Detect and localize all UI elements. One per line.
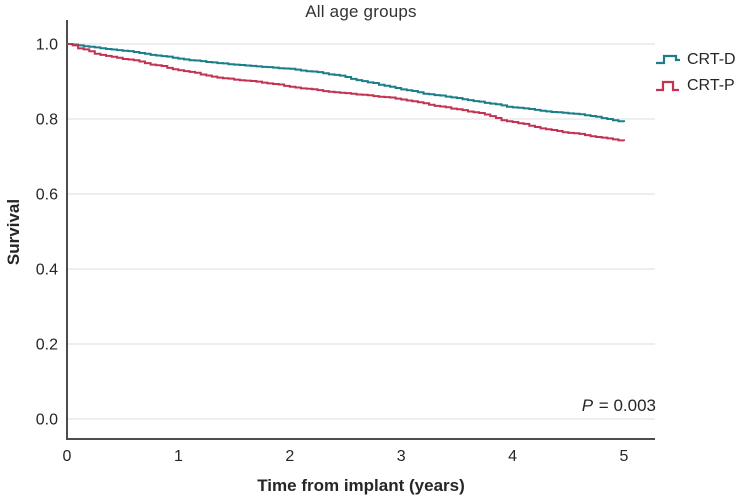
legend-label-crt-p: CRT-P <box>687 76 735 94</box>
x-tick-label-3: 3 <box>397 448 406 465</box>
p-value-annotation: P = 0.003 <box>582 396 656 416</box>
legend: CRT-D CRT-P <box>655 50 736 95</box>
chart-title: All age groups <box>305 2 417 21</box>
crt-d-step-line-icon <box>656 54 680 65</box>
curve-crt-d <box>67 43 625 123</box>
p-symbol: P <box>581 396 594 415</box>
legend-item-crt-d: CRT-D <box>655 50 736 69</box>
y-tick-label-0.6: 0.6 <box>36 187 58 204</box>
y-axis-title: Survival <box>4 198 23 266</box>
x-tick-label-1: 1 <box>174 448 183 465</box>
y-tick-label-0.4: 0.4 <box>36 262 58 279</box>
p-value-text: = 0.003 <box>594 396 656 415</box>
y-tick-label-1.0: 1.0 <box>36 37 58 54</box>
x-tick-label-2: 2 <box>285 448 294 465</box>
y-tick-label-0.2: 0.2 <box>36 337 58 354</box>
y-tick-label-0.0: 0.0 <box>36 412 58 429</box>
x-tick-label-0: 0 <box>63 448 72 465</box>
x-tick-label-5: 5 <box>620 448 629 465</box>
legend-label-crt-d: CRT-D <box>687 50 736 68</box>
y-tick-label-0.8: 0.8 <box>36 112 58 129</box>
x-tick-label-4: 4 <box>508 448 517 465</box>
x-axis-title: Time from implant (years) <box>257 476 465 495</box>
curve-crt-p <box>67 43 625 142</box>
legend-item-crt-p: CRT-P <box>655 76 736 95</box>
crt-p-step-line-icon <box>656 80 679 92</box>
